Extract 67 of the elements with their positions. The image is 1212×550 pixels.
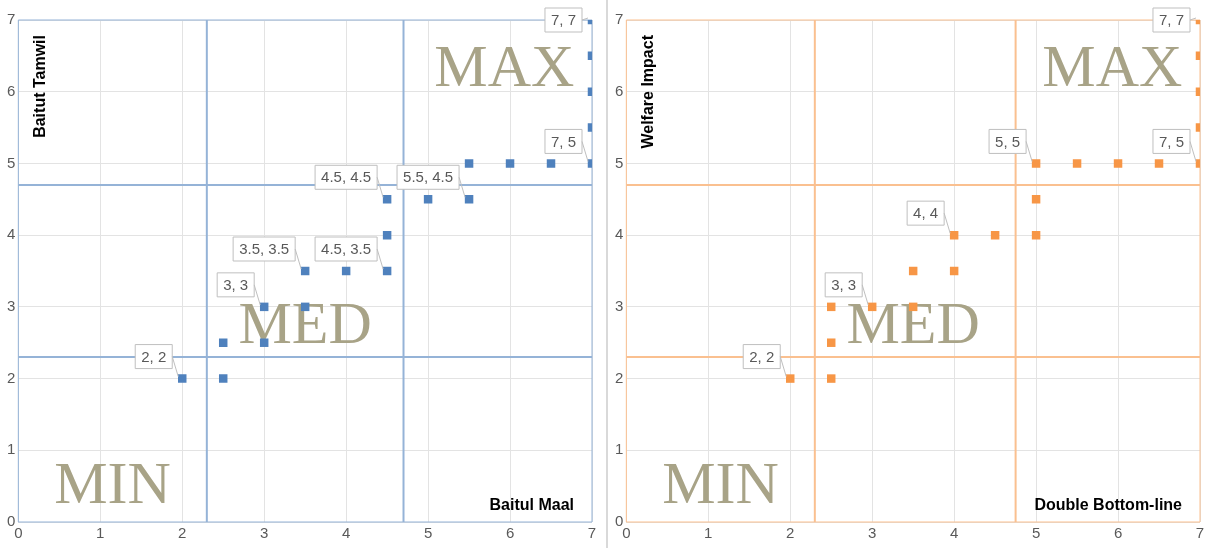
x-tick-label: 3 xyxy=(868,524,877,542)
point xyxy=(382,195,392,204)
point xyxy=(1113,159,1123,168)
annotation: 2, 2 xyxy=(749,347,775,365)
point xyxy=(826,338,836,347)
point xyxy=(464,195,474,204)
annotation: 5.5, 4.5 xyxy=(403,168,454,186)
y-tick-label: 6 xyxy=(615,81,624,99)
x-tick-label: 2 xyxy=(786,524,795,542)
y-tick-label: 1 xyxy=(7,440,16,458)
point xyxy=(1031,159,1041,168)
annotation: MAX xyxy=(434,32,575,99)
y-tick-label: 2 xyxy=(615,368,624,386)
x-tick-label: 6 xyxy=(505,524,515,542)
x-tick-label: 1 xyxy=(704,524,713,542)
y-axis-title: Baitut Tamwil xyxy=(30,35,48,138)
point xyxy=(786,374,795,383)
x-tick-label: 4 xyxy=(949,524,959,542)
point xyxy=(178,374,187,383)
point xyxy=(546,159,556,168)
annotation: 7, 5 xyxy=(1158,132,1185,150)
annotation: 4.5, 4.5 xyxy=(321,168,372,186)
point xyxy=(1031,195,1041,204)
annotation: 2, 2 xyxy=(141,347,167,365)
point xyxy=(218,374,228,383)
y-tick-label: 2 xyxy=(7,368,16,386)
point xyxy=(464,159,474,168)
x-tick-label: 3 xyxy=(260,524,269,542)
annotation: MIN xyxy=(54,449,171,516)
point xyxy=(423,195,433,204)
annotation: 7, 7 xyxy=(1158,11,1185,29)
x-tick-label: 7 xyxy=(587,524,597,542)
y-tick-label: 3 xyxy=(7,297,16,314)
point xyxy=(218,338,228,347)
y-tick-label: 7 xyxy=(7,10,16,28)
x-tick-label: 5 xyxy=(423,524,433,542)
y-tick-label: 4 xyxy=(7,225,16,243)
annotation: 7, 5 xyxy=(550,132,577,150)
x-tick-label: 4 xyxy=(341,524,351,542)
point xyxy=(1072,159,1082,168)
annotation: 3.5, 3.5 xyxy=(239,240,290,258)
y-tick-label: 1 xyxy=(615,440,624,458)
y-tick-label: 7 xyxy=(615,10,624,28)
y-tick-label: 6 xyxy=(7,81,16,99)
point xyxy=(505,159,515,168)
y-tick-label: 3 xyxy=(615,297,624,314)
x-tick-label: 5 xyxy=(1031,524,1041,542)
x-axis-title: Double Bottom-line xyxy=(1034,496,1183,514)
y-tick-label: 0 xyxy=(615,512,624,530)
x-tick-label: 7 xyxy=(1195,524,1205,542)
annotation: 4, 4 xyxy=(913,204,939,222)
x-axis-title: Baitul Maal xyxy=(489,496,574,514)
y-axis-title: Welfare Impact xyxy=(638,34,656,149)
annotation: 7, 7 xyxy=(550,11,577,29)
x-tick-label: 6 xyxy=(1113,524,1123,542)
y-tick-label: 0 xyxy=(7,512,16,530)
x-tick-label: 2 xyxy=(178,524,187,542)
y-tick-label: 5 xyxy=(615,153,624,171)
annotation: MAX xyxy=(1042,32,1183,99)
y-tick-label: 5 xyxy=(7,153,16,171)
annotation: 4.5, 3.5 xyxy=(321,240,372,258)
x-tick-label: 1 xyxy=(96,524,105,542)
point xyxy=(826,374,836,383)
point xyxy=(1154,159,1164,168)
annotation: MIN xyxy=(662,449,779,516)
annotation: 5, 5 xyxy=(995,132,1021,150)
y-tick-label: 4 xyxy=(615,225,624,243)
